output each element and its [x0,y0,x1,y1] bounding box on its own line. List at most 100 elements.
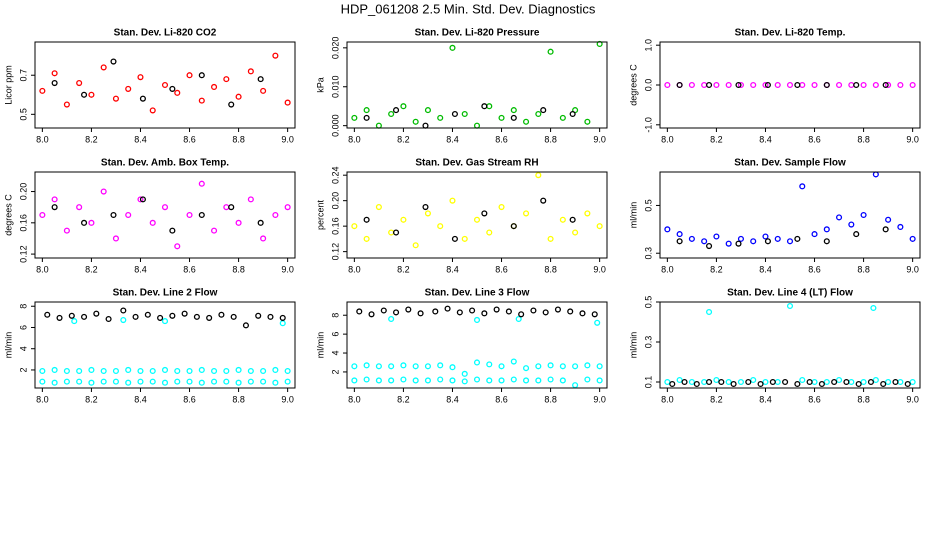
x-tick-label: 9.0 [906,394,919,404]
point [688,235,695,242]
point [424,363,431,370]
point [569,216,576,223]
x-tick-label: 8.0 [36,134,49,144]
point [481,210,488,217]
point [762,378,769,386]
point [892,378,899,386]
point [110,58,117,65]
point [412,363,419,370]
point [125,379,132,386]
panel-title: Stan. Dev. Li-820 CO2 [114,28,217,39]
x-tick-label: 8.2 [397,394,410,404]
point [139,196,146,203]
point [272,366,279,374]
point [161,204,169,211]
point [356,308,363,315]
x-tick-label: 8.2 [710,264,723,274]
point [223,378,230,385]
point [112,95,119,102]
point [706,81,713,89]
point [584,118,591,125]
point [260,87,267,94]
point [451,110,458,118]
point [498,114,505,121]
point [559,114,566,121]
point [823,378,830,386]
x-tick-label: 9.0 [593,134,606,144]
x-tick-label: 8.4 [759,264,772,274]
point [267,313,274,320]
point [750,238,757,245]
point [437,376,444,383]
point [424,377,431,384]
point [542,309,549,316]
x-tick-label: 8.0 [348,394,361,404]
x-tick-label: 8.4 [446,394,459,404]
point [181,310,188,317]
panel: Stan. Dev. Line 2 Flow ml/min 8.0 8.2 8.4 8.6… [3,288,296,404]
panel-title: Stan. Dev. Amb. Box Temp. [101,158,229,169]
panel: Stan. Dev. Li-820 Temp. degrees C 8.0 8.2 8.… [628,28,921,144]
point [725,240,732,247]
point [260,367,267,375]
point [848,221,855,228]
point [540,197,547,204]
point [843,378,850,386]
y-tick-label: 0.3 [643,247,653,260]
point [235,379,242,386]
y-tick-label: 0.5 [18,108,28,121]
point [737,81,744,89]
point [799,376,806,384]
point [76,204,83,211]
point [782,378,789,386]
panel: Stan. Dev. Li-820 CO2 Licor ppm 8.0 8.2 8.4 8… [3,28,296,144]
point [823,238,830,245]
point [882,81,889,89]
point [63,227,70,234]
point [799,183,806,190]
point [260,235,267,242]
y-tick-label: 0.20 [330,192,340,210]
y-tick-label: 0.5 [643,296,653,309]
panel-title: Stan. Dev. Li-820 Temp. [735,28,846,39]
point [39,211,46,219]
point [535,363,542,370]
point [853,81,860,89]
point [498,363,505,370]
point [486,361,493,368]
point [449,44,456,51]
point [897,81,904,89]
point [393,229,400,236]
point [169,312,176,319]
y-tick-label: 0.000 [330,114,340,137]
point [584,376,591,383]
point [88,91,95,98]
point [422,203,429,211]
point [363,216,370,223]
point [137,378,144,385]
point [764,238,771,245]
point [493,306,500,313]
point [412,242,419,249]
point [451,235,458,242]
point [596,223,603,230]
point [811,231,818,238]
point [247,68,254,75]
point [461,370,468,377]
point [664,226,671,233]
point [186,211,193,219]
point [664,378,671,386]
point [688,378,695,386]
y-tick-label: 6 [330,332,340,337]
point [400,216,407,223]
point [76,378,83,385]
point [81,313,88,320]
point [909,235,916,242]
x-tick-label: 9.0 [281,134,294,144]
x-tick-label: 8.6 [495,394,508,404]
point [559,363,566,370]
x-tick-label: 8.4 [134,134,147,144]
panel-title: Stan. Dev. Line 2 Flow [113,288,218,299]
point [169,85,176,92]
y-axis-label: Licor ppm [3,65,13,105]
